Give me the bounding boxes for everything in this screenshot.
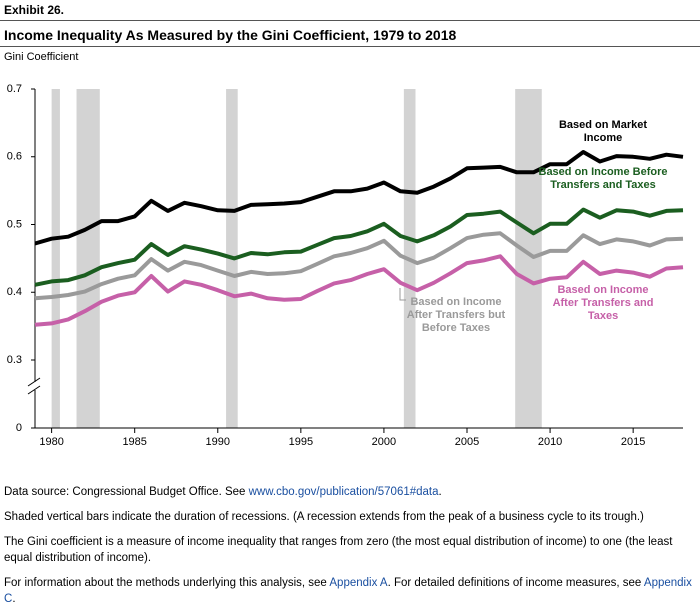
series-line bbox=[34, 150, 684, 246]
y-tick-label: 0.4 bbox=[7, 286, 22, 298]
link[interactable]: www.cbo.gov/publication/57061#data bbox=[248, 486, 439, 498]
note-text: . For detailed definitions of income mea… bbox=[387, 577, 644, 589]
notes: Data source: Congressional Budget Office… bbox=[4, 484, 694, 609]
note-text: . bbox=[12, 593, 16, 605]
recession-bar bbox=[51, 89, 60, 428]
recession-bar bbox=[76, 89, 100, 428]
y-tick-label: 0.3 bbox=[7, 354, 22, 366]
note: Shaded vertical bars indicate the durati… bbox=[4, 509, 694, 525]
chart-title: Income Inequality As Measured by the Gin… bbox=[4, 27, 457, 43]
x-tick-label: 2010 bbox=[538, 436, 562, 448]
axis-break bbox=[27, 377, 41, 387]
recession-bar bbox=[515, 89, 542, 428]
axis-break-gap bbox=[29, 382, 41, 390]
rule bbox=[0, 46, 700, 47]
note-text: Data source: Congressional Budget Office… bbox=[4, 486, 249, 498]
axis-break bbox=[27, 385, 41, 395]
note-text: . bbox=[438, 486, 442, 498]
note-text: The Gini coefficient is a measure of inc… bbox=[4, 536, 673, 564]
x-tick-label: 1995 bbox=[289, 436, 313, 448]
note: For information about the methods underl… bbox=[4, 575, 694, 607]
y-tick-label: 0.7 bbox=[7, 83, 22, 95]
link[interactable]: Appendix C bbox=[4, 577, 692, 605]
chart: 0.3 0.4 0.5 0.6 0.7 0 1980 1985 1990 1995 2000 2005… bbox=[7, 83, 684, 448]
y-tick-label: 0.5 bbox=[7, 218, 22, 230]
x-tick-label: 1990 bbox=[206, 436, 230, 448]
note-text: Shaded vertical bars indicate the durati… bbox=[4, 511, 644, 523]
x-tick-label: 2000 bbox=[372, 436, 396, 448]
label-connector bbox=[399, 288, 406, 301]
series-line bbox=[34, 254, 684, 327]
series-label: Based on Income After Transfers and Taxe… bbox=[552, 284, 654, 322]
series-label: Based on Income Before Transfers and Tax… bbox=[538, 166, 668, 191]
link[interactable]: Appendix A bbox=[329, 577, 388, 589]
series-line bbox=[34, 207, 684, 287]
y-axis-label: Gini Coefficient bbox=[4, 51, 79, 63]
exhibit-label: Exhibit 26. bbox=[4, 3, 65, 17]
y-tick-label: 0 bbox=[16, 422, 22, 434]
series-line bbox=[34, 231, 684, 301]
note-text: For information about the methods underl… bbox=[4, 577, 330, 589]
note: Data source: Congressional Budget Office… bbox=[4, 484, 694, 500]
series-label: Based on Income After Transfers but Befo… bbox=[406, 296, 506, 334]
x-tick-label: 2015 bbox=[621, 436, 645, 448]
x-tick-label: 1985 bbox=[122, 436, 146, 448]
rule bbox=[0, 20, 700, 21]
x-tick-label: 2005 bbox=[455, 436, 479, 448]
series-label: Based on Market Income bbox=[558, 119, 648, 144]
y-tick-label: 0.6 bbox=[7, 151, 22, 163]
x-tick-label: 1980 bbox=[39, 436, 63, 448]
note: The Gini coefficient is a measure of inc… bbox=[4, 534, 694, 566]
